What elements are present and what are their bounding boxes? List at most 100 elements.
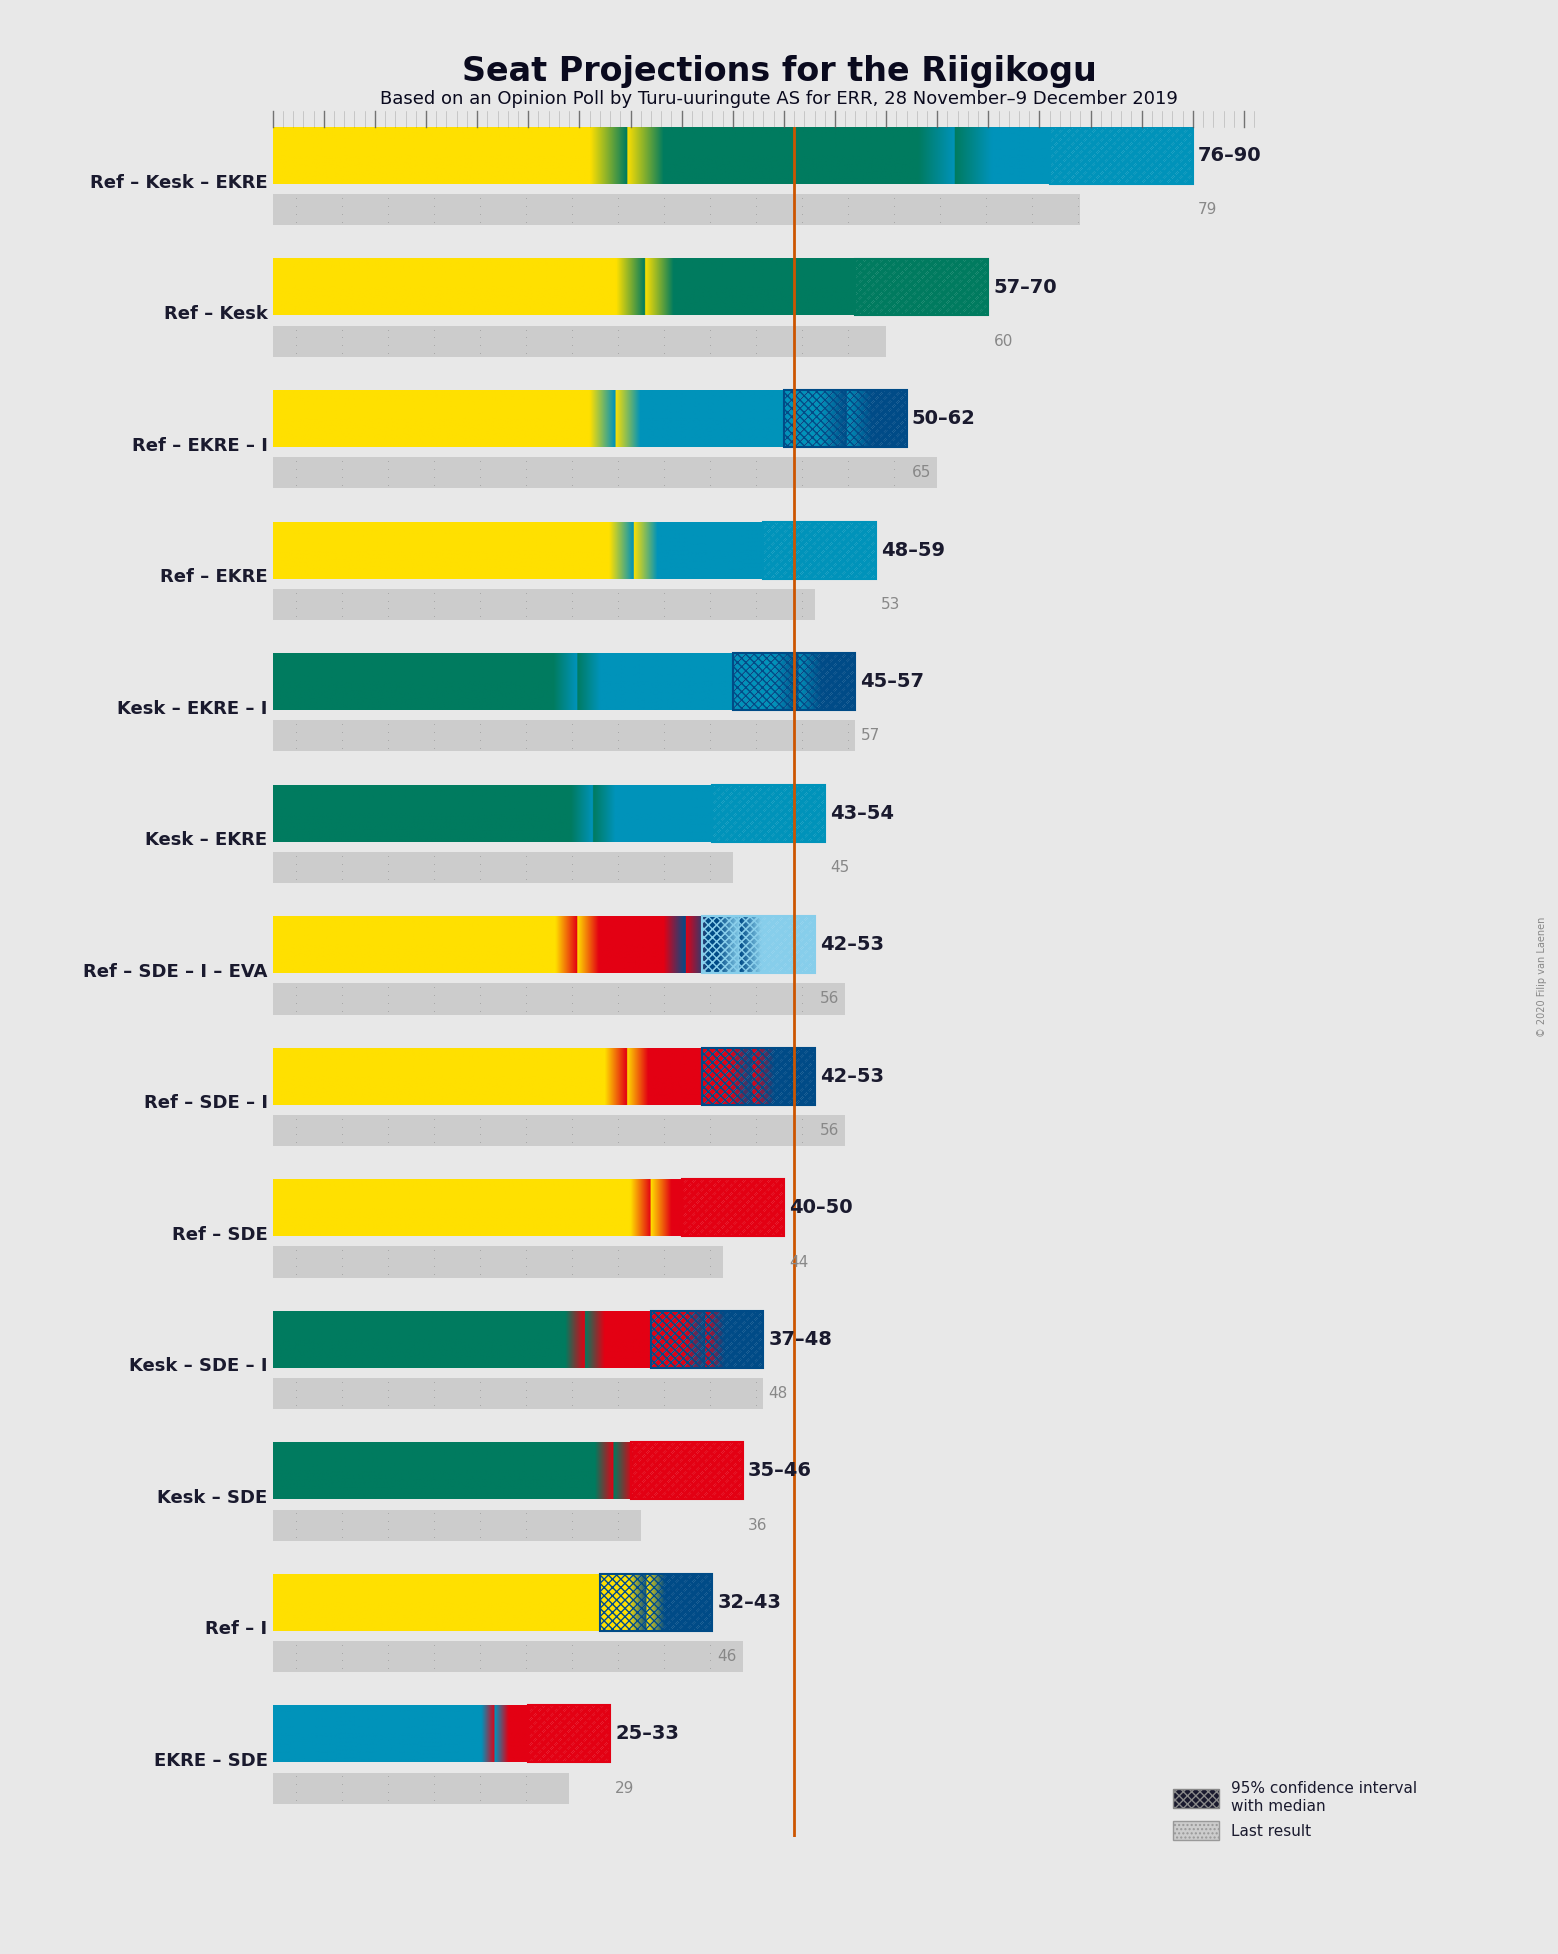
- Point: [651, 709, 676, 741]
- Point: [421, 1104, 446, 1135]
- Point: [835, 330, 860, 361]
- Point: [559, 1637, 584, 1669]
- Point: [421, 338, 446, 369]
- Point: [284, 592, 308, 623]
- Point: [559, 1235, 584, 1266]
- Point: [421, 971, 446, 1002]
- Point: [421, 190, 446, 221]
- Text: 57–70: 57–70: [994, 277, 1056, 297]
- Point: [329, 1505, 354, 1536]
- Point: [790, 1127, 815, 1159]
- Point: [651, 717, 676, 748]
- Point: [698, 840, 723, 871]
- Point: [284, 1653, 308, 1684]
- Point: [421, 1776, 446, 1807]
- Bar: [600, 1573, 712, 1632]
- Point: [605, 1389, 629, 1421]
- Point: [467, 995, 492, 1026]
- Point: [651, 733, 676, 764]
- Bar: [855, 258, 988, 315]
- Point: [284, 1505, 308, 1536]
- Point: [974, 197, 999, 229]
- Point: [329, 182, 354, 213]
- Point: [513, 856, 538, 887]
- Point: [284, 446, 308, 477]
- Point: [559, 446, 584, 477]
- Point: [698, 1366, 723, 1397]
- Point: [284, 1776, 308, 1807]
- Point: [375, 1243, 400, 1274]
- Point: [375, 1784, 400, 1815]
- Text: Ref – Kesk: Ref – Kesk: [164, 305, 268, 322]
- Point: [882, 205, 907, 236]
- Point: [559, 1645, 584, 1677]
- Point: [790, 190, 815, 221]
- Point: [329, 1374, 354, 1405]
- Point: [605, 1120, 629, 1151]
- Point: [743, 592, 768, 623]
- Point: [790, 592, 815, 623]
- Bar: [681, 1178, 784, 1237]
- Point: [284, 1112, 308, 1143]
- Point: [698, 205, 723, 236]
- Point: [651, 205, 676, 236]
- Point: [698, 1235, 723, 1266]
- Point: [375, 725, 400, 756]
- Point: [698, 1243, 723, 1274]
- Point: [375, 182, 400, 213]
- Point: [882, 469, 907, 500]
- Point: [375, 1235, 400, 1266]
- Point: [421, 1258, 446, 1290]
- Point: [559, 1520, 584, 1551]
- Point: [790, 600, 815, 631]
- Point: [329, 197, 354, 229]
- Text: 79: 79: [1198, 203, 1217, 217]
- Point: [790, 205, 815, 236]
- Bar: [712, 786, 824, 842]
- Point: [790, 338, 815, 369]
- Point: [651, 1374, 676, 1405]
- Point: [743, 971, 768, 1002]
- Point: [743, 461, 768, 492]
- Point: [835, 205, 860, 236]
- Point: [698, 733, 723, 764]
- Point: [329, 1104, 354, 1135]
- Point: [513, 576, 538, 608]
- Point: [605, 840, 629, 871]
- Bar: [703, 916, 815, 973]
- Point: [375, 322, 400, 354]
- Bar: [712, 786, 824, 842]
- Point: [790, 461, 815, 492]
- Bar: [784, 391, 907, 447]
- Bar: [784, 391, 907, 447]
- Point: [375, 709, 400, 741]
- Point: [513, 995, 538, 1026]
- Point: [605, 1243, 629, 1274]
- Point: [421, 1768, 446, 1800]
- Point: [559, 453, 584, 485]
- Bar: [273, 983, 844, 1014]
- Point: [605, 1505, 629, 1536]
- Point: [421, 1127, 446, 1159]
- Point: [743, 733, 768, 764]
- Bar: [273, 1378, 763, 1409]
- Point: [559, 592, 584, 623]
- Text: 50–62: 50–62: [911, 408, 975, 428]
- Point: [882, 461, 907, 492]
- Point: [651, 725, 676, 756]
- Point: [790, 469, 815, 500]
- Point: [743, 446, 768, 477]
- Point: [605, 453, 629, 485]
- Point: [513, 1127, 538, 1159]
- Point: [421, 584, 446, 616]
- Point: [467, 1120, 492, 1151]
- Point: [329, 1381, 354, 1413]
- Point: [835, 315, 860, 346]
- Point: [790, 995, 815, 1026]
- Point: [651, 1104, 676, 1135]
- Point: [375, 1520, 400, 1551]
- Point: [605, 1645, 629, 1677]
- Point: [835, 197, 860, 229]
- Point: [284, 1645, 308, 1677]
- Point: [421, 840, 446, 871]
